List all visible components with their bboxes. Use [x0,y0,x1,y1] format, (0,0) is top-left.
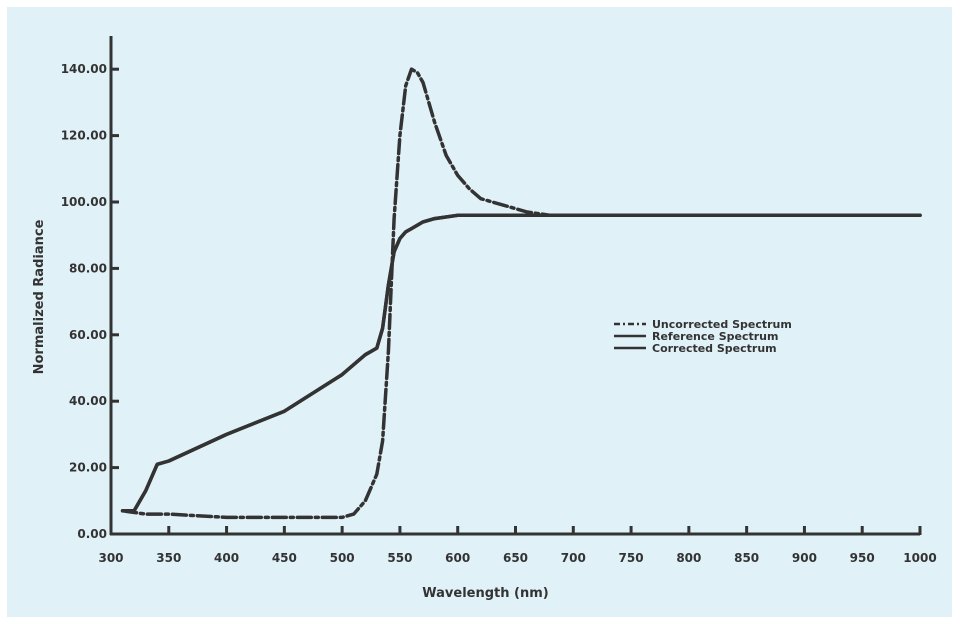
y-tick-label: 100.00 [61,195,107,209]
x-tick-label: 650 [503,551,528,565]
y-tick-label: 60.00 [69,328,107,342]
x-tick-label: 950 [850,551,875,565]
line-chart: 0.00 20.00 40.00 60.00 80.00 100.00 120.00 140.… [32,36,937,601]
x-tick-label: 600 [445,551,470,565]
series-line-3 [120,213,922,513]
y-tick-label: 40.00 [69,394,107,408]
x-tick-label: 900 [792,551,817,565]
y-axis-title: Normalized Radiance [32,219,47,374]
y-tick-label: 20.00 [69,461,107,475]
series-line-2 [120,213,922,513]
x-tick-label: 850 [734,551,759,565]
x-tick-label: 400 [214,551,239,565]
x-tick-label: 450 [272,551,297,565]
x-tick-label: 500 [330,551,355,565]
chart-frame: 0.00 20.00 40.00 60.00 80.00 100.00 120.00 140.… [7,7,952,617]
legend-label-2: Reference Spectrum [652,330,778,343]
legend-label-1: Uncorrected Spectrum [652,318,792,331]
y-tick-label: 0.00 [77,527,107,541]
x-tick-label: 700 [561,551,586,565]
x-tick-label: 800 [676,551,701,565]
y-tick-label: 80.00 [69,261,107,275]
legend-label-3: Corrected Spectrum [652,342,777,355]
x-tick-label: 350 [156,551,181,565]
x-tick-label: 750 [619,551,644,565]
y-tick-label: 140.00 [61,62,107,76]
x-tick-label: 550 [387,551,412,565]
x-axis-title: Wavelength (nm) [422,586,548,601]
series-line-1 [120,67,922,520]
x-tick-label: 1000 [903,551,936,565]
y-tick-label: 120.00 [61,129,107,143]
x-tick-label: 300 [98,551,123,565]
